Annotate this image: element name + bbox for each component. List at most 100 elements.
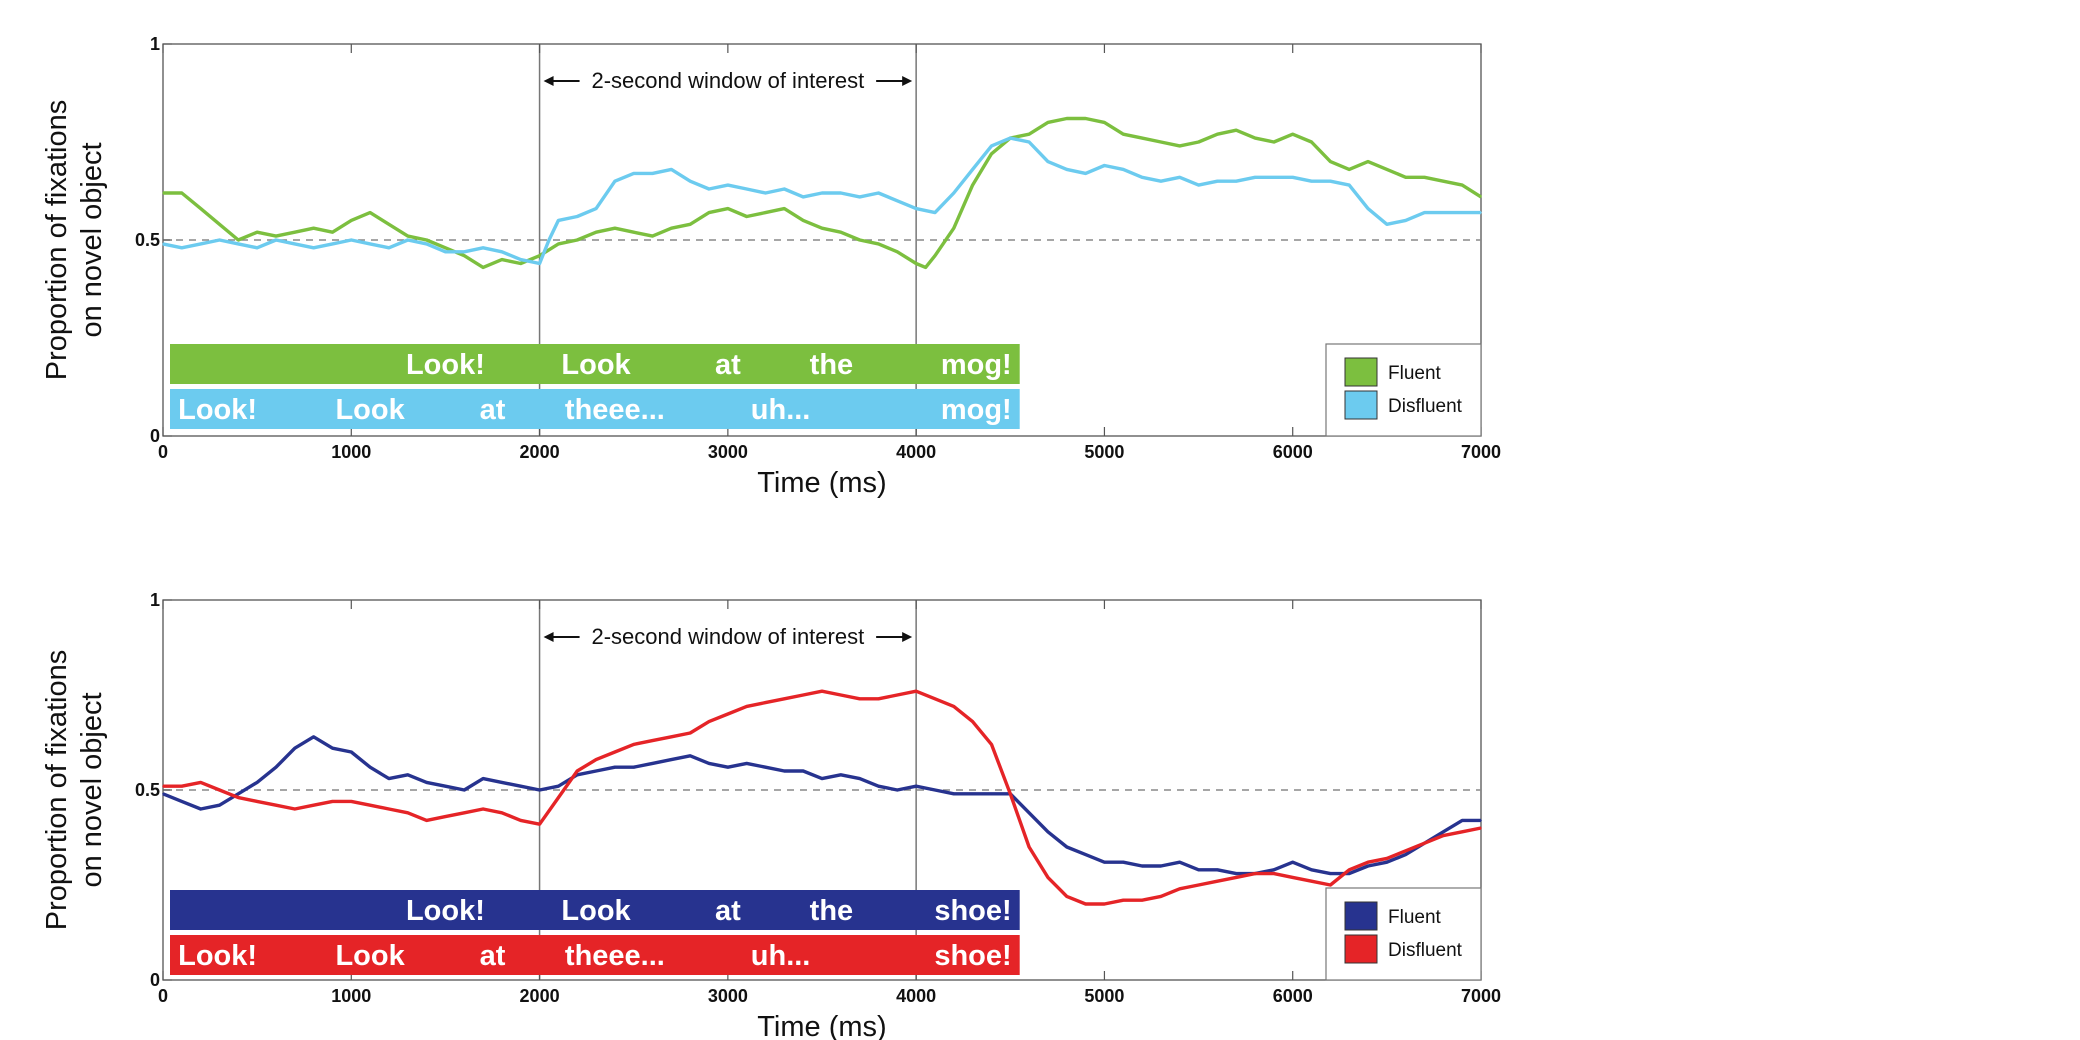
data-point <box>294 747 296 749</box>
data-point <box>1066 117 1068 120</box>
data-point <box>463 251 466 253</box>
word-bar-disfluent: Look! Look at theee... uh... shoe! <box>170 935 1020 975</box>
y-axis-label-line-2: on novel object <box>76 142 108 337</box>
data-point <box>162 243 164 245</box>
data-point <box>331 747 334 749</box>
data-point <box>369 804 371 806</box>
data-point <box>727 207 729 210</box>
word-label: theee... <box>565 394 665 426</box>
data-point <box>614 180 616 182</box>
data-point <box>312 804 315 806</box>
data-point <box>915 207 917 210</box>
data-point <box>727 766 729 768</box>
data-point <box>802 196 804 198</box>
word-label: uh... <box>751 940 811 972</box>
data-point <box>840 774 842 776</box>
data-point <box>1197 184 1200 186</box>
data-point <box>501 251 503 253</box>
series-disfluent <box>162 689 1482 906</box>
window-arrowhead-left <box>543 632 554 642</box>
data-point <box>181 192 183 194</box>
data-point <box>237 243 240 245</box>
data-point <box>632 172 635 175</box>
data-point <box>651 235 654 237</box>
data-point <box>1367 207 1369 210</box>
word-label: at <box>715 895 741 927</box>
data-point <box>256 781 258 784</box>
x-tick-label: 2000 <box>520 986 560 1006</box>
data-point <box>1103 164 1106 167</box>
data-point <box>1386 861 1388 863</box>
data-point <box>595 770 597 772</box>
window-label: 2-second window of interest <box>592 624 865 649</box>
data-point <box>1386 857 1388 860</box>
word-bar-background <box>170 344 1020 384</box>
legend-box <box>1325 343 1482 437</box>
data-point <box>896 694 899 696</box>
data-point <box>237 793 240 795</box>
y-tick-label: 0 <box>150 970 160 990</box>
data-point <box>1367 865 1369 867</box>
x-tick-label: 2000 <box>520 442 560 462</box>
x-tick-label: 6000 <box>1273 986 1313 1006</box>
y-tick-label: 0.5 <box>135 230 160 250</box>
data-point <box>1348 184 1350 186</box>
data-point <box>199 808 202 810</box>
word-bar-fluent: Look! Look at the mog! <box>170 344 1020 384</box>
legend-label-fluent: Fluent <box>1388 907 1442 928</box>
data-point <box>425 781 428 784</box>
data-point <box>670 168 673 171</box>
data-point <box>350 751 353 753</box>
data-point <box>670 227 673 229</box>
word-label: Look! <box>406 349 485 381</box>
data-point <box>1122 861 1125 863</box>
data-point <box>764 766 767 768</box>
word-bar-disfluent: Look! Look at theee... uh... mog! <box>170 389 1020 429</box>
data-point <box>1103 121 1106 124</box>
data-point <box>1310 180 1313 182</box>
y-axis-label: Proportion of fixations on novel object <box>41 650 108 930</box>
data-point <box>595 207 597 210</box>
data-point <box>953 227 955 229</box>
data-point <box>1160 180 1162 182</box>
data-point <box>727 713 729 715</box>
data-point <box>783 698 786 700</box>
data-point <box>953 793 955 795</box>
data-point <box>199 781 202 784</box>
data-point <box>632 743 635 746</box>
data-point <box>218 223 221 226</box>
data-point <box>971 184 974 186</box>
data-point <box>1423 842 1426 844</box>
legend: Fluent Disfluent <box>1325 343 1482 437</box>
x-tick-label: 6000 <box>1273 442 1313 462</box>
data-point <box>990 743 993 746</box>
data-point <box>953 705 955 708</box>
legend-label-disfluent: Disfluent <box>1388 940 1463 961</box>
data-point <box>764 701 767 704</box>
data-point <box>1084 172 1087 175</box>
data-point <box>953 192 955 194</box>
data-point <box>1197 884 1200 886</box>
data-point <box>1291 176 1294 179</box>
data-point <box>1348 869 1350 871</box>
word-label: mog! <box>941 349 1012 381</box>
data-point <box>1066 846 1068 848</box>
data-point <box>576 239 578 241</box>
data-point <box>444 815 447 818</box>
data-point <box>1066 895 1068 898</box>
data-point <box>1235 129 1237 131</box>
word-bar-fluent: Look! Look at the shoe! <box>170 890 1020 930</box>
y-axis-label-line-1: Proportion of fixations <box>41 100 73 380</box>
data-point <box>896 789 899 791</box>
data-point <box>1348 872 1350 875</box>
data-point <box>538 254 541 257</box>
y-axis-label-line-2: on novel object <box>76 692 108 887</box>
data-point <box>1442 180 1445 182</box>
data-point <box>802 770 804 772</box>
data-point <box>218 239 221 241</box>
data-point <box>1103 861 1106 863</box>
word-label: Look <box>561 349 631 381</box>
data-point <box>1160 865 1162 867</box>
data-point <box>218 804 221 806</box>
data-point <box>783 188 786 190</box>
